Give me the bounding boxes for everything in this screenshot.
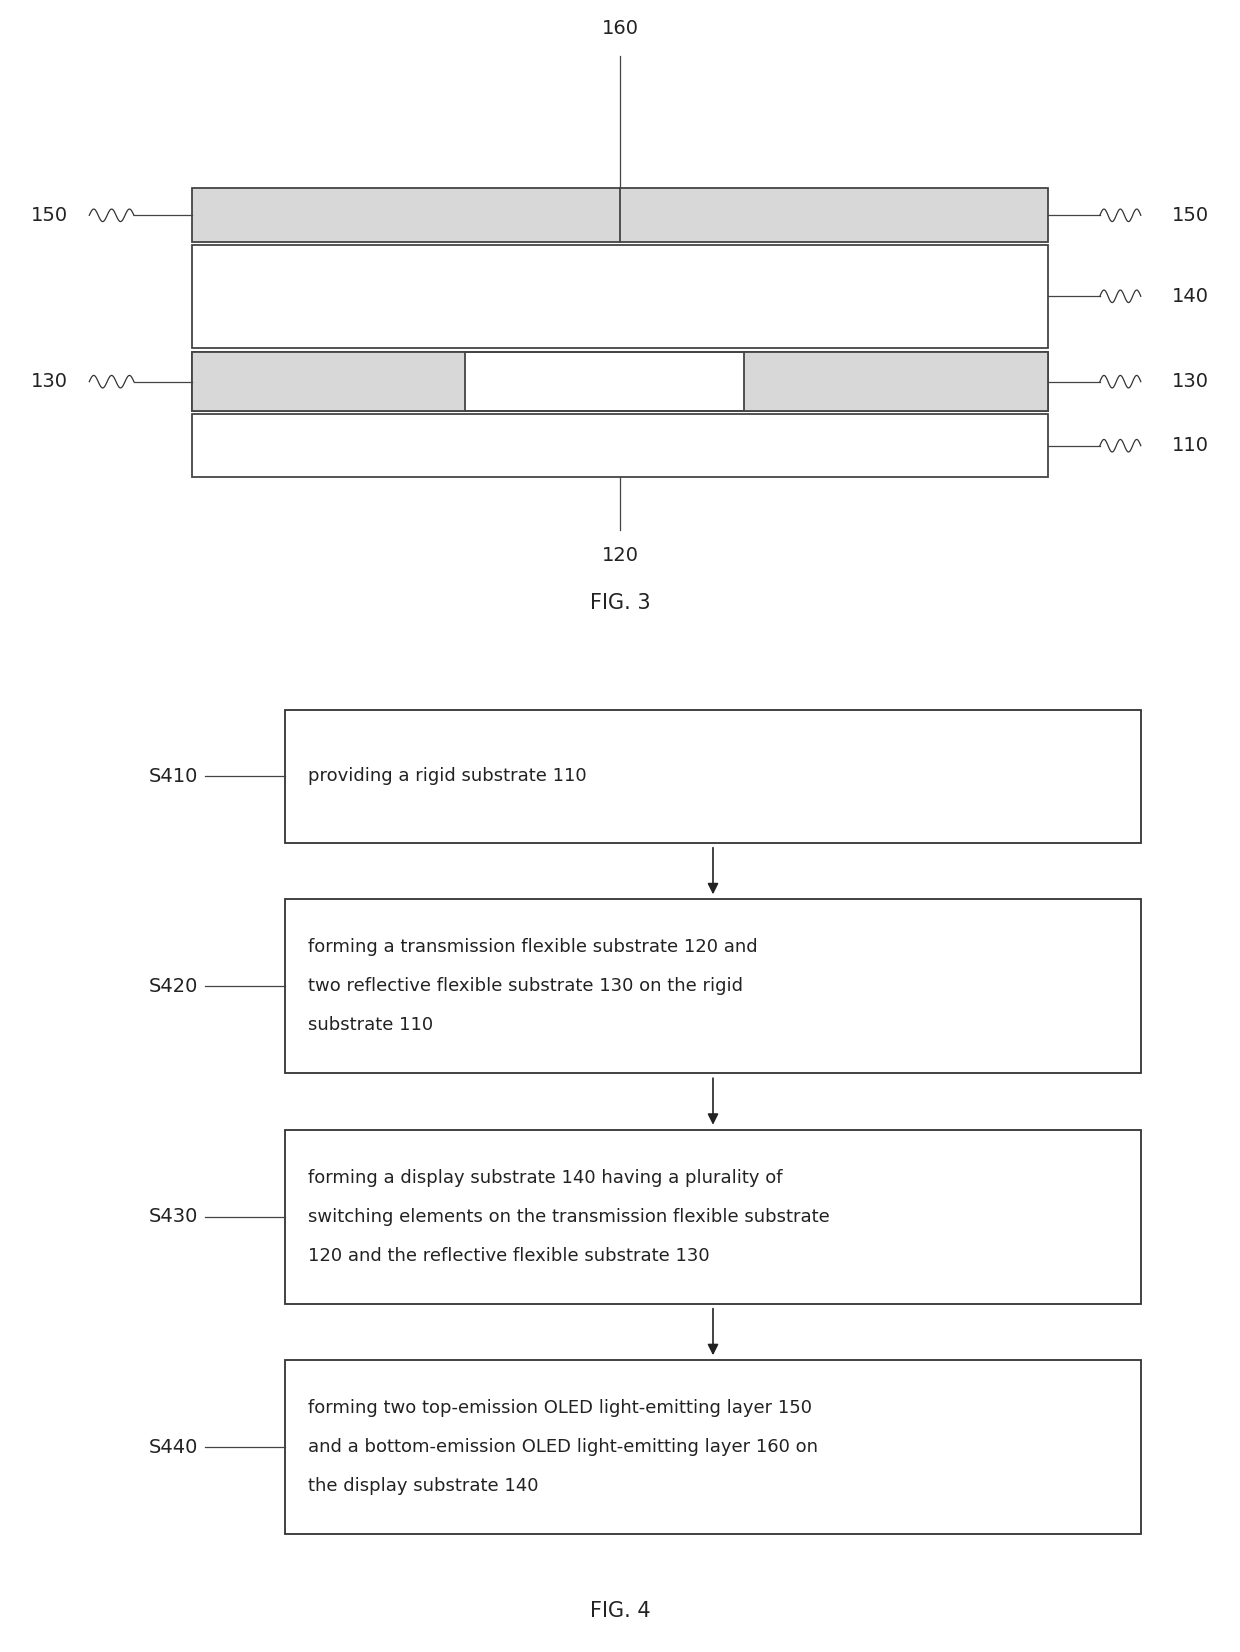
- Bar: [192, 352, 1048, 411]
- Bar: [285, 1360, 1141, 1535]
- Text: 150: 150: [31, 206, 68, 225]
- Text: 140: 140: [1172, 287, 1209, 306]
- Text: 120: 120: [601, 547, 639, 565]
- Text: substrate 110: substrate 110: [308, 1016, 433, 1034]
- Text: two reflective flexible substrate 130 on the rigid: two reflective flexible substrate 130 on…: [308, 978, 743, 995]
- Text: 110: 110: [1172, 436, 1209, 456]
- Text: switching elements on the transmission flexible substrate: switching elements on the transmission f…: [308, 1208, 830, 1226]
- Bar: [192, 188, 620, 241]
- Bar: [192, 415, 1048, 477]
- Text: FIG. 4: FIG. 4: [590, 1601, 650, 1621]
- Text: 160: 160: [601, 18, 639, 38]
- Text: 130: 130: [1172, 372, 1209, 392]
- Text: providing a rigid substrate 110: providing a rigid substrate 110: [308, 767, 587, 785]
- Text: FIG. 3: FIG. 3: [590, 593, 650, 613]
- Bar: [192, 244, 1048, 349]
- Text: 130: 130: [31, 372, 68, 392]
- Bar: [285, 1130, 1141, 1303]
- Text: 150: 150: [1172, 206, 1209, 225]
- Text: and a bottom-emission OLED light-emitting layer 160 on: and a bottom-emission OLED light-emittin…: [308, 1439, 817, 1455]
- Text: the display substrate 140: the display substrate 140: [308, 1477, 538, 1495]
- Bar: [285, 899, 1141, 1074]
- Bar: [192, 188, 1048, 241]
- Text: S440: S440: [149, 1437, 198, 1457]
- Text: forming two top-emission OLED light-emitting layer 150: forming two top-emission OLED light-emit…: [308, 1399, 811, 1417]
- Text: forming a transmission flexible substrate 120 and: forming a transmission flexible substrat…: [308, 938, 758, 957]
- Text: forming a display substrate 140 having a plurality of: forming a display substrate 140 having a…: [308, 1168, 782, 1186]
- Bar: [285, 710, 1141, 843]
- Bar: [192, 352, 1048, 411]
- Bar: [744, 352, 1048, 411]
- Text: 120 and the reflective flexible substrate 130: 120 and the reflective flexible substrat…: [308, 1247, 709, 1265]
- Text: S420: S420: [149, 976, 198, 996]
- Bar: [620, 188, 1048, 241]
- Text: S410: S410: [149, 767, 198, 786]
- Bar: [192, 352, 465, 411]
- Text: S430: S430: [149, 1208, 198, 1226]
